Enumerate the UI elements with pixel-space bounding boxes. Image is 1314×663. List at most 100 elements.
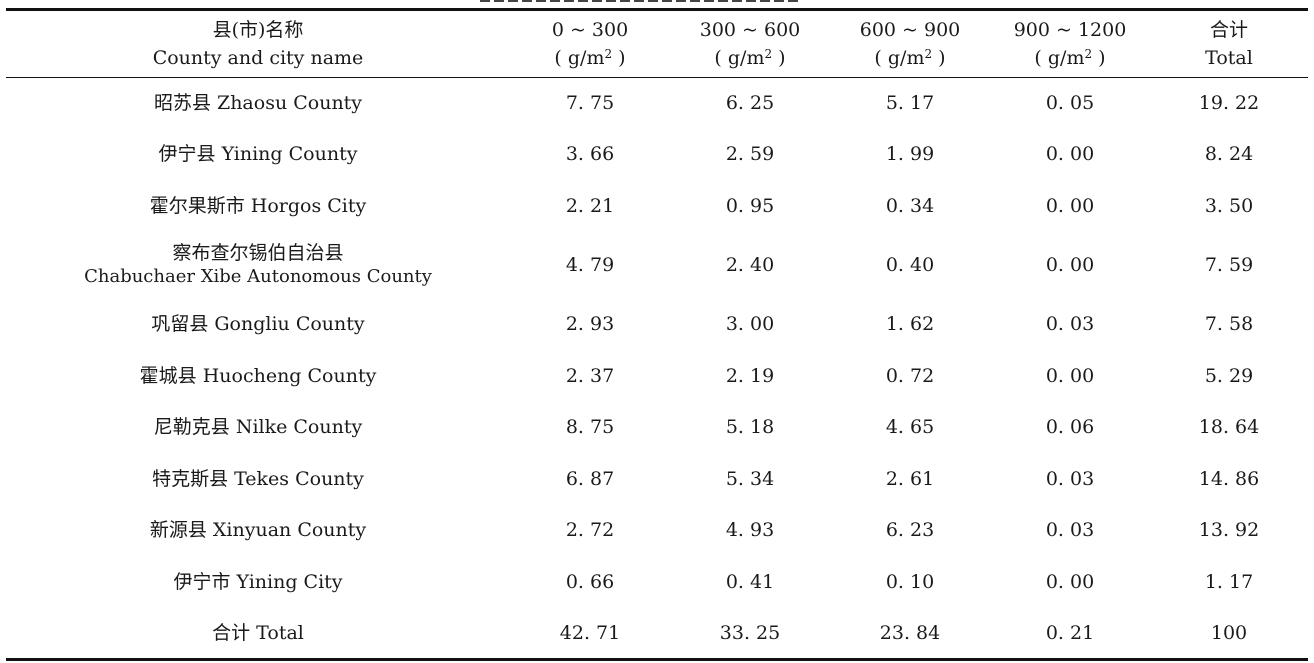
table-top-rule bbox=[6, 8, 1308, 11]
row-value: 0. 00 bbox=[1045, 254, 1095, 276]
row-name: 新源县 Xinyuan County bbox=[149, 519, 367, 542]
row-name-en: Chabuchaer Xibe Autonomous County bbox=[84, 266, 432, 287]
table-row: 特克斯县 Tekes County 6. 87 5. 34 2. 61 0. 0… bbox=[6, 453, 1308, 505]
table-row: 霍尔果斯市 Horgos City 2. 21 0. 95 0. 34 0. 0… bbox=[6, 180, 1308, 232]
row-total: 7. 58 bbox=[1204, 313, 1254, 336]
row-value: 0. 40 bbox=[885, 254, 935, 276]
row-value: 3. 66 bbox=[565, 143, 615, 166]
row-value: 1. 99 bbox=[885, 143, 935, 166]
row-value: 8. 75 bbox=[565, 416, 615, 439]
row-name-zh: 察布查尔锡伯自治县 bbox=[172, 242, 344, 264]
cropped-caption-fragment bbox=[480, 0, 800, 4]
row-name: 特克斯县 Tekes County bbox=[152, 467, 364, 490]
row-value: 0. 06 bbox=[1045, 416, 1095, 439]
row-value: 6. 87 bbox=[565, 467, 615, 490]
header-name-en: County and city name bbox=[152, 47, 364, 69]
header-unit: ( g/m2 ) bbox=[1034, 47, 1106, 69]
row-name: 霍城县 Huocheng County bbox=[139, 364, 377, 387]
row-total: 13. 92 bbox=[1198, 519, 1260, 542]
row-name: 伊宁市 Yining City bbox=[173, 570, 343, 593]
row-value: 2. 72 bbox=[565, 519, 615, 542]
header-name: 县(市)名称 County and city name bbox=[6, 11, 510, 77]
header-unit: ( g/m2 ) bbox=[554, 47, 626, 69]
row-name: 伊宁县 Yining County bbox=[158, 143, 358, 166]
header-unit: ( g/m2 ) bbox=[714, 47, 786, 69]
table-row: 霍城县 Huocheng County 2. 37 2. 19 0. 72 0.… bbox=[6, 350, 1308, 402]
row-value: 0. 72 bbox=[885, 364, 935, 387]
row-total: 18. 64 bbox=[1198, 416, 1260, 439]
row-name: 尼勒克县 Nilke County bbox=[153, 416, 363, 439]
row-total: 7. 59 bbox=[1204, 254, 1254, 276]
row-value: 2. 40 bbox=[725, 254, 775, 276]
row-total: 5. 29 bbox=[1204, 364, 1254, 387]
row-total: 3. 50 bbox=[1204, 194, 1254, 217]
row-value: 5. 34 bbox=[725, 467, 775, 490]
row-value: 0. 21 bbox=[1045, 622, 1095, 645]
table-row: 巩留县 Gongliu County 2. 93 3. 00 1. 62 0. … bbox=[6, 299, 1308, 351]
header-total-en: Total bbox=[1205, 47, 1253, 69]
row-value: 4. 65 bbox=[885, 416, 935, 439]
row-value: 4. 79 bbox=[565, 254, 615, 276]
row-name: 霍尔果斯市 Horgos City bbox=[149, 194, 367, 217]
row-value: 2. 61 bbox=[885, 467, 935, 490]
row-value: 1. 62 bbox=[885, 313, 935, 336]
row-value: 33. 25 bbox=[719, 622, 781, 645]
row-name: 察布查尔锡伯自治县 Chabuchaer Xibe Autonomous Cou… bbox=[6, 232, 510, 299]
row-value: 0. 05 bbox=[1045, 91, 1095, 114]
header-range: 0 ~ 300 bbox=[551, 19, 629, 41]
row-value: 0. 00 bbox=[1045, 194, 1095, 217]
row-value: 0. 66 bbox=[565, 570, 615, 593]
table-row: 尼勒克县 Nilke County 8. 75 5. 18 4. 65 0. 0… bbox=[6, 402, 1308, 454]
row-value: 2. 37 bbox=[565, 364, 615, 387]
header-col-2: 600 ~ 900 ( g/m2 ) bbox=[830, 11, 990, 77]
header-range: 300 ~ 600 bbox=[699, 19, 801, 41]
header-col-1: 300 ~ 600 ( g/m2 ) bbox=[670, 11, 830, 77]
row-value: 0. 10 bbox=[885, 570, 935, 593]
row-total: 8. 24 bbox=[1204, 143, 1254, 166]
table-row: 新源县 Xinyuan County 2. 72 4. 93 6. 23 0. … bbox=[6, 505, 1308, 557]
row-value: 2. 21 bbox=[565, 194, 615, 217]
row-total: 19. 22 bbox=[1198, 91, 1260, 114]
table-header-rule bbox=[6, 77, 1308, 79]
total-row: 合计 Total 42. 71 33. 25 23. 84 0. 21 100 bbox=[6, 608, 1308, 660]
row-value: 2. 59 bbox=[725, 143, 775, 166]
header-col-3: 900 ~ 1200 ( g/m2 ) bbox=[990, 11, 1150, 77]
row-value: 0. 03 bbox=[1045, 519, 1095, 542]
row-value: 3. 00 bbox=[725, 313, 775, 336]
header-total-zh: 合计 bbox=[1209, 19, 1248, 41]
row-value: 0. 03 bbox=[1045, 467, 1095, 490]
row-value: 0. 00 bbox=[1045, 364, 1095, 387]
header-row: 县(市)名称 County and city name 0 ~ 300 ( g/… bbox=[6, 11, 1308, 77]
row-value: 0. 00 bbox=[1045, 143, 1095, 166]
header-unit: ( g/m2 ) bbox=[874, 47, 946, 69]
header-name-zh: 县(市)名称 bbox=[212, 19, 304, 41]
row-value: 2. 19 bbox=[725, 364, 775, 387]
row-name: 昭苏县 Zhaosu County bbox=[153, 91, 363, 114]
row-value: 5. 17 bbox=[885, 91, 935, 114]
row-value: 0. 41 bbox=[725, 570, 775, 593]
row-total: 14. 86 bbox=[1198, 467, 1260, 490]
table-bottom-rule bbox=[6, 658, 1308, 661]
row-value: 23. 84 bbox=[879, 622, 941, 645]
table-row: 昭苏县 Zhaosu County 7. 75 6. 25 5. 17 0. 0… bbox=[6, 77, 1308, 129]
row-total: 1. 17 bbox=[1204, 570, 1254, 593]
row-value: 2. 93 bbox=[565, 313, 615, 336]
row-value: 0. 95 bbox=[725, 194, 775, 217]
row-value: 7. 75 bbox=[565, 91, 615, 114]
row-value: 6. 23 bbox=[885, 519, 935, 542]
row-value: 0. 03 bbox=[1045, 313, 1095, 336]
header-total: 合计 Total bbox=[1150, 11, 1308, 77]
row-value: 6. 25 bbox=[725, 91, 775, 114]
row-value: 0. 34 bbox=[885, 194, 935, 217]
table-row: 伊宁县 Yining County 3. 66 2. 59 1. 99 0. 0… bbox=[6, 129, 1308, 181]
table-row: 察布查尔锡伯自治县 Chabuchaer Xibe Autonomous Cou… bbox=[6, 232, 1308, 299]
header-range: 600 ~ 900 bbox=[859, 19, 961, 41]
row-value: 4. 93 bbox=[725, 519, 775, 542]
row-value: 0. 00 bbox=[1045, 570, 1095, 593]
row-value: 5. 18 bbox=[725, 416, 775, 439]
row-value: 42. 71 bbox=[559, 622, 621, 645]
header-range: 900 ~ 1200 bbox=[1013, 19, 1127, 41]
table-row: 伊宁市 Yining City 0. 66 0. 41 0. 10 0. 00 … bbox=[6, 556, 1308, 608]
data-table: 县(市)名称 County and city name 0 ~ 300 ( g/… bbox=[6, 11, 1308, 659]
header-col-0: 0 ~ 300 ( g/m2 ) bbox=[510, 11, 670, 77]
